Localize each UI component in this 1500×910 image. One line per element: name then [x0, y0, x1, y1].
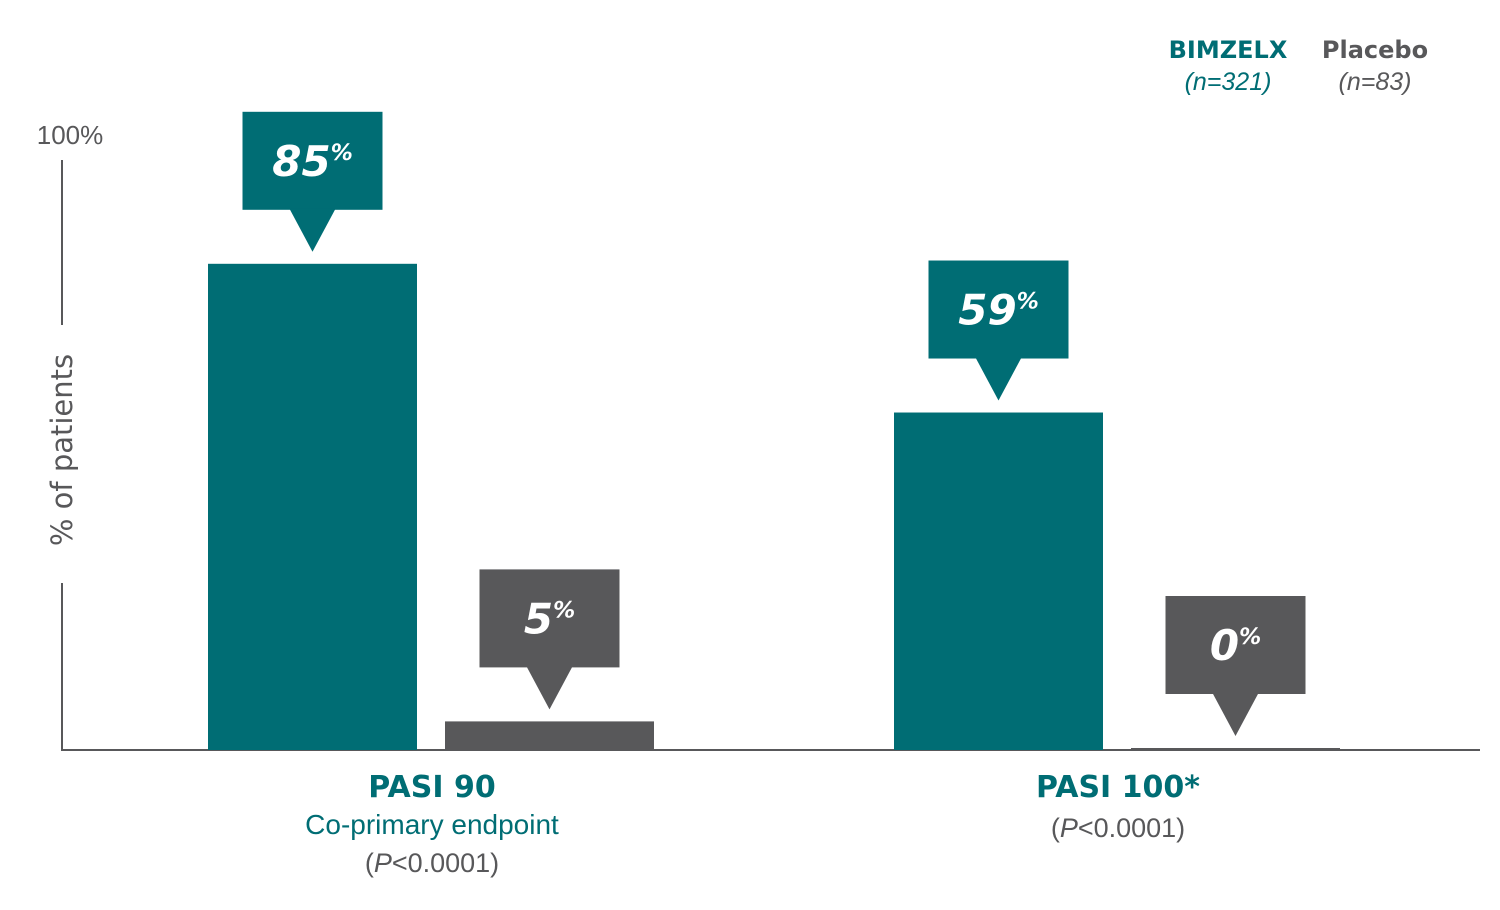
category-sublabel-pasi-90: Co-primary endpoint: [305, 809, 559, 840]
callout-pointer: [526, 666, 573, 710]
value-label: 5%: [524, 594, 575, 643]
value-callout-bimzelx-pasi-90: 85%: [242, 111, 383, 252]
category-pvalue-pasi-100: (P<0.0001): [1051, 813, 1185, 843]
legend-n-bimzelx: (n=321): [1185, 68, 1272, 96]
value-callout-bimzelx-pasi-100: 59%: [928, 260, 1069, 401]
callout-box: [479, 569, 620, 668]
category-label-pasi-90: PASI 90: [368, 770, 495, 805]
y-axis-label: % of patients: [45, 354, 79, 546]
legend-name-bimzelx: BIMZELX: [1169, 36, 1288, 64]
bar-placebo-pasi-90: [445, 721, 654, 750]
bar-bimzelx-pasi-90: [208, 263, 417, 750]
value-label: 0%: [1210, 621, 1261, 670]
callout-pointer: [1212, 693, 1259, 736]
bar-placebo-pasi-100: [1131, 748, 1340, 750]
callout-box: [1165, 596, 1306, 694]
value-label: 59%: [958, 286, 1039, 335]
value-callout-placebo-pasi-100: 0%: [1165, 596, 1306, 736]
y-tick-label-100: 100%: [37, 120, 104, 150]
bars: [208, 263, 1340, 750]
value-label: 85%: [272, 137, 353, 186]
callout-pointer: [975, 357, 1022, 401]
callout-box: [928, 260, 1069, 359]
category-labels: PASI 90 Co-primary endpoint (P<0.0001) P…: [305, 770, 1200, 878]
callout-box: [242, 111, 383, 210]
callouts: 85% 5% 59% 0%: [242, 111, 1306, 736]
category-label-pasi-100: PASI 100*: [1036, 770, 1200, 805]
category-pvalue-pasi-90: (P<0.0001): [365, 848, 499, 878]
callout-pointer: [289, 208, 336, 252]
bar-bimzelx-pasi-100: [894, 412, 1103, 750]
legend-n-placebo: (n=83): [1339, 68, 1412, 96]
value-callout-placebo-pasi-90: 5%: [479, 569, 620, 710]
legend: BIMZELX (n=321) Placebo (n=83): [1169, 36, 1428, 96]
y-axis: 100% % of patients: [37, 120, 104, 750]
legend-name-placebo: Placebo: [1322, 36, 1428, 64]
